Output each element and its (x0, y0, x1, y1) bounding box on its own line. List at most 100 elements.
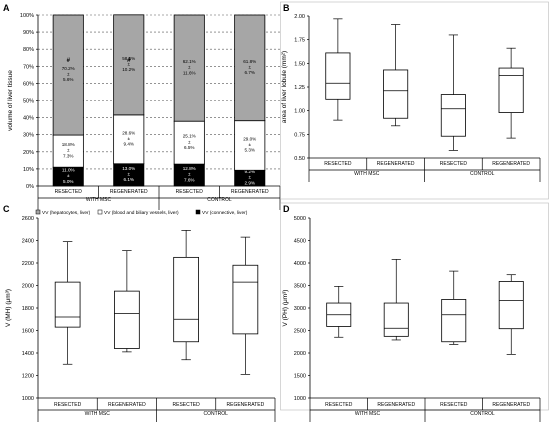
box (232, 264, 259, 335)
significance-marker: # (127, 58, 131, 64)
category-label: RESECTED (440, 402, 468, 408)
group-label: WITH MSC (85, 411, 111, 417)
significance-marker: # (67, 58, 71, 64)
y-tick-label: 1.00 (294, 109, 305, 115)
data-label: 11.6% (183, 70, 196, 75)
data-label: ± (67, 72, 70, 77)
y-tick-label: 2500 (294, 329, 306, 335)
data-label: 58.5% (122, 56, 135, 61)
y-tick-label: 1.50 (294, 61, 305, 67)
category-label: RESECTED (440, 161, 468, 167)
panel-frame (280, 1, 549, 200)
y-tick-label: 0.75 (294, 132, 305, 138)
data-label: 6.1% (124, 177, 134, 182)
y-axis-label: V (MH) (μm³) (5, 289, 12, 327)
box (173, 256, 199, 343)
data-label: 11.0% (62, 168, 75, 173)
y-tick-label: 0.50 (294, 156, 305, 162)
bar-segment (173, 14, 205, 122)
data-label: 7.3% (63, 153, 73, 158)
category-label: REGENERATED (108, 402, 146, 408)
legend-swatch (35, 209, 41, 215)
data-label: ± (188, 65, 191, 70)
panel-a: A 0% 10% 20% 30% 40% 50% 60% 70% 80% 90% 100% RESECT… (3, 3, 281, 216)
panel-c: C 1000 1200 1400 1600 1800 2000 2200 2400 2600 RES… (3, 204, 276, 422)
y-tick-label: 4500 (294, 239, 306, 245)
data-label: ± (248, 142, 251, 147)
bar-segment (113, 114, 145, 165)
y-tick-label: 2600 (22, 216, 34, 222)
y-tick-label: 1600 (22, 329, 34, 335)
y-tick-label: 3500 (294, 284, 306, 290)
panel-d: D 1000 1500 2000 2500 3000 3500 4000 4500 5000 RES… (282, 204, 541, 422)
group-label: CONTROL (470, 411, 495, 417)
legend-swatch (97, 209, 103, 215)
box (383, 69, 409, 119)
data-label: 70.2% (62, 66, 75, 71)
data-label: 61.8% (243, 59, 256, 64)
y-axis-label: area of liver lobule (mm²) (281, 51, 288, 123)
box (440, 94, 466, 137)
panel-letter: D (283, 204, 290, 214)
y-tick-label: 3000 (294, 306, 306, 312)
data-label: 7.6% (184, 177, 194, 182)
y-tick-label: 2000 (294, 351, 306, 357)
bar-segment (52, 14, 84, 136)
y-axis-label: V (PH) (μm³) (282, 290, 289, 327)
legend-label: VV (hepatocytes, liver) (42, 210, 91, 216)
bar-segment (234, 14, 266, 122)
box (114, 290, 140, 349)
y-tick-label: 1000 (22, 396, 34, 402)
group-label: CONTROL (204, 411, 229, 417)
data-label: 62.1% (183, 59, 196, 64)
panel-b: B 0.50 0.75 1.00 1.25 1.50 1.75 2.00 RESECTED REG… (281, 3, 541, 182)
category-label: RESECTED (324, 161, 352, 167)
box (498, 281, 524, 330)
box (54, 281, 81, 328)
y-tick-label: 2400 (22, 239, 34, 245)
y-tick-label: 20% (23, 150, 34, 156)
box (325, 52, 351, 100)
category-label: REGENERATED (377, 161, 415, 167)
data-label: 6.7% (245, 70, 255, 75)
y-tick-label: 1000 (294, 396, 306, 402)
group-label: CONTROL (470, 171, 495, 177)
panel-letter: A (3, 3, 10, 13)
data-label: 9.2% (245, 169, 255, 174)
data-label: ± (248, 175, 251, 180)
category-label: REGENERATED (231, 189, 269, 195)
data-label: 2.9% (245, 180, 255, 185)
data-label: 5.6% (63, 77, 73, 82)
legend-label: VV (connective, liver) (202, 210, 248, 216)
bar-segment (173, 120, 205, 165)
group-label: WITH MSC (86, 197, 112, 203)
y-tick-label: 1800 (22, 306, 34, 312)
group-label: WITH MSC (355, 411, 381, 417)
data-label: ± (67, 173, 70, 178)
y-tick-label: 5000 (294, 216, 306, 222)
group-label: WITH MSC (354, 171, 380, 177)
y-tick-label: 100% (20, 13, 34, 19)
y-tick-label: 90% (23, 30, 34, 36)
y-tick-label: 80% (23, 47, 34, 53)
panel-letter: C (3, 204, 10, 214)
y-tick-label: 30% (23, 133, 34, 139)
data-label: ± (127, 61, 130, 66)
data-label: ± (188, 139, 191, 144)
y-tick-label: 2200 (22, 261, 34, 267)
category-label: REGENERATED (227, 402, 265, 408)
category-label: RESECTED (54, 402, 82, 408)
box (498, 67, 524, 113)
y-axis-label: volume of liver tissue (7, 70, 14, 131)
data-label: ± (127, 136, 130, 141)
panel-letter: B (283, 3, 290, 13)
bar-segment (234, 120, 266, 171)
y-tick-label: 2.00 (294, 14, 305, 20)
data-label: ± (248, 64, 251, 69)
y-tick-label: 50% (23, 99, 34, 105)
y-tick-label: 2000 (22, 284, 34, 290)
y-tick-label: 4000 (294, 261, 306, 267)
data-label: 25.1% (183, 134, 196, 139)
y-tick-label: 1200 (22, 374, 34, 380)
